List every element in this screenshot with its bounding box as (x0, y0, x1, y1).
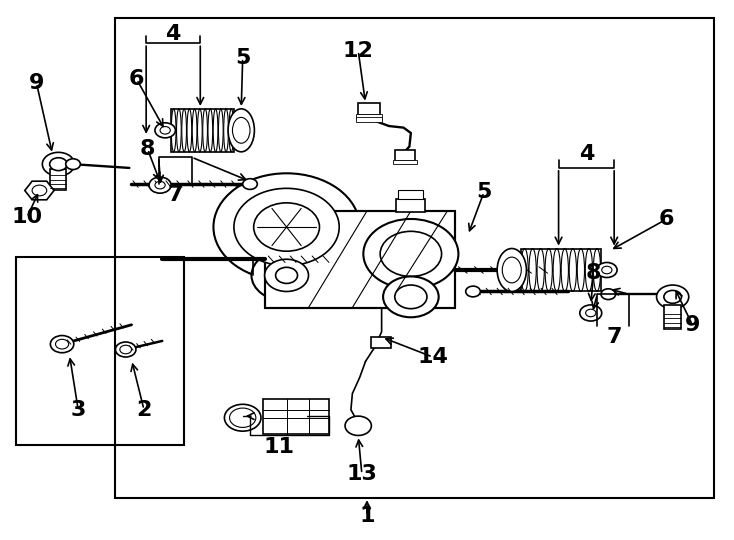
Ellipse shape (197, 109, 202, 152)
Ellipse shape (203, 109, 208, 152)
Circle shape (345, 416, 371, 435)
Text: 6: 6 (659, 209, 675, 229)
Circle shape (120, 345, 131, 354)
Ellipse shape (192, 109, 197, 152)
Text: 13: 13 (346, 464, 377, 484)
Ellipse shape (177, 109, 181, 152)
Text: 5: 5 (476, 182, 492, 202)
Bar (356, 117, 382, 122)
Circle shape (149, 177, 171, 193)
Bar (171, 109, 234, 152)
Text: 11: 11 (264, 437, 295, 457)
Circle shape (155, 123, 175, 138)
Ellipse shape (529, 248, 537, 292)
Circle shape (586, 309, 596, 317)
Ellipse shape (577, 248, 584, 292)
Ellipse shape (187, 109, 192, 152)
Text: 8: 8 (140, 139, 156, 159)
Bar (264, 399, 329, 434)
Ellipse shape (537, 248, 545, 292)
Circle shape (51, 335, 74, 353)
Bar (520, 248, 601, 292)
Text: 9: 9 (685, 315, 700, 335)
Circle shape (32, 185, 47, 196)
Text: 8: 8 (586, 262, 601, 282)
Bar (395, 150, 415, 161)
Circle shape (395, 285, 427, 309)
Ellipse shape (562, 248, 568, 292)
Text: 3: 3 (70, 400, 86, 420)
Circle shape (580, 305, 602, 321)
Text: 10: 10 (12, 207, 43, 227)
Ellipse shape (545, 248, 552, 292)
Circle shape (252, 249, 321, 301)
Circle shape (254, 203, 319, 251)
Circle shape (56, 339, 69, 349)
Ellipse shape (553, 248, 560, 292)
Text: 4: 4 (166, 24, 181, 44)
Circle shape (601, 289, 616, 300)
Ellipse shape (497, 248, 526, 292)
Circle shape (225, 404, 261, 431)
Text: 14: 14 (418, 347, 448, 367)
Bar (265, 211, 455, 308)
Circle shape (43, 152, 75, 176)
Text: 9: 9 (29, 73, 44, 93)
Text: 5: 5 (235, 48, 250, 68)
Bar (358, 104, 380, 115)
Circle shape (50, 158, 68, 171)
Circle shape (597, 262, 617, 278)
Ellipse shape (182, 109, 186, 152)
Ellipse shape (228, 109, 255, 152)
Ellipse shape (229, 109, 233, 152)
Text: 4: 4 (578, 144, 594, 164)
Text: 1: 1 (359, 506, 375, 526)
Bar (393, 160, 417, 164)
Ellipse shape (521, 248, 528, 292)
Ellipse shape (593, 248, 600, 292)
Circle shape (657, 285, 688, 309)
Text: 12: 12 (343, 41, 374, 61)
Ellipse shape (233, 117, 250, 143)
Text: 2: 2 (137, 400, 152, 420)
Circle shape (160, 126, 170, 134)
Ellipse shape (208, 109, 213, 152)
Bar (115, 17, 714, 498)
Bar (371, 337, 391, 348)
Ellipse shape (171, 109, 176, 152)
Bar (664, 305, 681, 329)
Ellipse shape (213, 109, 218, 152)
Circle shape (363, 219, 459, 289)
Ellipse shape (224, 109, 228, 152)
Text: 7: 7 (167, 185, 184, 205)
Ellipse shape (219, 109, 223, 152)
Circle shape (155, 181, 165, 189)
Bar (16, 256, 184, 444)
Circle shape (234, 188, 339, 266)
Bar (399, 191, 424, 199)
Circle shape (265, 259, 308, 292)
Ellipse shape (502, 257, 521, 283)
Circle shape (380, 231, 442, 276)
Circle shape (275, 267, 297, 284)
Circle shape (214, 173, 360, 281)
Text: 6: 6 (129, 69, 145, 89)
Circle shape (66, 159, 80, 170)
Circle shape (664, 291, 681, 303)
Circle shape (230, 408, 256, 427)
Ellipse shape (570, 248, 576, 292)
Bar (51, 169, 67, 191)
Bar (356, 114, 382, 118)
Circle shape (115, 342, 136, 357)
Circle shape (383, 276, 439, 318)
Ellipse shape (585, 248, 592, 292)
Text: 7: 7 (606, 327, 622, 347)
Circle shape (602, 266, 612, 274)
Circle shape (243, 179, 258, 190)
Circle shape (465, 286, 480, 297)
Bar (396, 199, 426, 212)
